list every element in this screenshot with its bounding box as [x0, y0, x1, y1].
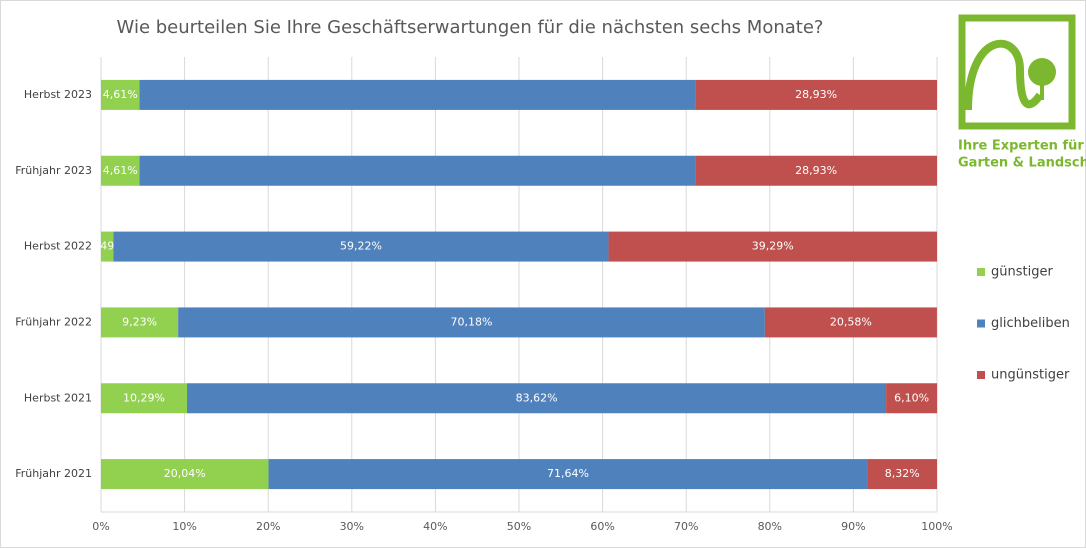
bar-segment — [608, 231, 937, 262]
bar-segment — [101, 231, 114, 262]
data-label: 10,29% — [123, 391, 165, 404]
data-label: 6,10% — [894, 391, 929, 404]
bar-segment — [886, 383, 938, 414]
legend-swatch — [977, 371, 985, 379]
data-label: 20,58% — [830, 315, 872, 328]
logo-frame — [958, 14, 1076, 130]
legend-swatch — [977, 268, 985, 276]
legend-label: günstiger — [991, 265, 1053, 280]
bar-segment — [178, 307, 765, 338]
logo-text: Ihre Experten für — [958, 139, 1084, 154]
data-label: 59,22% — [340, 240, 382, 253]
y-tick-label: Frühjahr 2023 — [15, 164, 92, 177]
x-tick-label: 20% — [256, 520, 280, 533]
x-tick-label: 90% — [841, 520, 865, 533]
data-label: 4,61% — [103, 88, 138, 101]
legend-label: ungünstiger — [991, 368, 1070, 383]
x-tick-label: 40% — [423, 520, 447, 533]
bar-segment — [101, 155, 140, 186]
y-tick-label: Herbst 2021 — [24, 391, 92, 404]
logo-trunk — [1040, 82, 1044, 100]
bar-segment — [101, 307, 179, 338]
bar-segment — [695, 155, 937, 186]
legend-swatch — [977, 319, 985, 328]
x-tick-label: 100% — [921, 520, 952, 533]
logo-curve — [964, 39, 1044, 111]
y-tick-label: Frühjahr 2021 — [15, 467, 92, 480]
data-label: 70,18% — [451, 315, 493, 328]
data-label: 28,93% — [795, 164, 837, 177]
bar-segment — [101, 383, 188, 414]
x-tick-label: 10% — [172, 520, 196, 533]
x-tick-label: 30% — [340, 520, 364, 533]
bar-segment — [867, 459, 937, 490]
bar-segment — [764, 307, 937, 338]
bar-segment — [268, 459, 868, 490]
legend-label: glichbeliben — [991, 316, 1070, 331]
data-label: 83,62% — [516, 391, 558, 404]
data-label: 39,29% — [752, 240, 794, 253]
bar-segment — [187, 383, 887, 414]
bar-segment — [113, 231, 609, 262]
data-label: 20,04% — [164, 467, 206, 480]
chart-title: Wie beurteilen Sie Ihre Geschäftserwartu… — [117, 17, 824, 38]
y-tick-label: Herbst 2022 — [24, 240, 92, 253]
data-label: 4,61% — [103, 164, 138, 177]
x-tick-label: 80% — [758, 520, 782, 533]
y-tick-label: Herbst 2023 — [24, 88, 92, 101]
data-label: 28,93% — [795, 88, 837, 101]
data-label: 71,64% — [547, 467, 589, 480]
x-tick-label: 50% — [507, 520, 531, 533]
y-tick-label: Frühjahr 2022 — [15, 315, 92, 328]
bar-segment — [139, 79, 696, 110]
logo: Ihre Experten für Garten & Landschaft — [958, 14, 1086, 171]
bar-segment — [139, 155, 696, 186]
bar-segment — [695, 79, 937, 110]
data-label: 9,23% — [122, 315, 157, 328]
x-tick-label: 0% — [92, 520, 109, 533]
bar-segment — [101, 79, 140, 110]
logo-text: Garten & Landschaft — [958, 156, 1086, 171]
x-tick-label: 70% — [674, 520, 698, 533]
x-tick-label: 60% — [590, 520, 614, 533]
data-label: 8,32% — [885, 467, 920, 480]
bar-segment — [101, 459, 269, 490]
logo-tree — [1028, 58, 1056, 86]
